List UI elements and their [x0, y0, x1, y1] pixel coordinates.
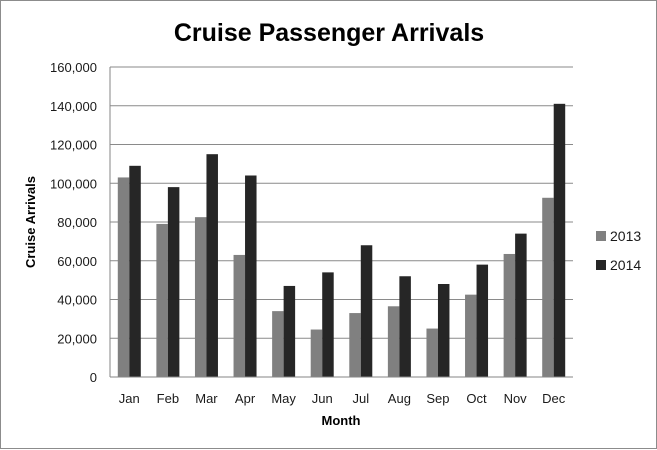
x-tick-label: May [271, 391, 296, 406]
y-tick-label: 40,000 [57, 293, 97, 308]
legend: 2013 2014 [596, 228, 641, 273]
bar-2014-may [283, 285, 296, 377]
bar-2013-oct [465, 294, 477, 377]
x-tick-label: Jul [352, 391, 369, 406]
x-tick-label: Jun [312, 391, 333, 406]
x-tick-label: Mar [195, 391, 218, 406]
bar-2013-jan [117, 177, 130, 377]
y-tick-label: 20,000 [57, 331, 97, 346]
legend-swatch-2014 [596, 260, 606, 270]
bar-2013-dec [542, 197, 554, 377]
bar-2013-feb [156, 223, 168, 377]
bar-2013-may [272, 311, 284, 377]
x-tick-label: Aug [388, 391, 411, 406]
x-tick-label: Dec [542, 391, 566, 406]
bar-2014-jul [360, 245, 373, 377]
y-tick-label: 120,000 [50, 138, 97, 153]
y-tick-label: 60,000 [57, 254, 97, 269]
bar-2014-oct [476, 264, 489, 377]
bar-2014-jun [322, 272, 334, 377]
bars [117, 103, 566, 377]
bar-2013-mar [194, 217, 207, 377]
bar-2014-jan [129, 165, 141, 377]
bar-2014-aug [399, 276, 411, 377]
bar-2013-jul [349, 313, 361, 377]
x-tick-label: Feb [157, 391, 179, 406]
legend-swatch-2013 [596, 231, 606, 241]
bar-2014-apr [245, 175, 257, 377]
y-tick-label: 0 [90, 370, 97, 385]
y-tick-label: 160,000 [50, 60, 97, 75]
y-axis-title: Cruise Arrivals [23, 176, 38, 268]
bar-2014-mar [206, 154, 218, 377]
x-tick-label: Nov [504, 391, 528, 406]
bar-2014-dec [553, 103, 566, 377]
x-axis-title: Month [322, 413, 361, 428]
bar-2014-feb [167, 187, 180, 377]
y-tick-label: 80,000 [57, 215, 97, 230]
chart-title: Cruise Passenger Arrivals [174, 19, 484, 47]
bar-2013-sep [426, 328, 438, 377]
x-tick-labels: Jan Feb Mar Apr May Jun Jul Aug Sep Oct Nov Dec [119, 391, 566, 406]
legend-label-2013: 2013 [610, 228, 641, 244]
x-tick-label: Sep [426, 391, 449, 406]
bar-2013-jun [310, 329, 323, 377]
bar-2013-apr [233, 254, 246, 377]
bar-2013-nov [503, 253, 516, 377]
legend-label-2014: 2014 [610, 257, 641, 273]
gridlines [110, 66, 573, 339]
y-tick-labels: 0 20,000 40,000 60,000 80,000 100,000 120,000 1… [50, 60, 97, 385]
x-tick-label: Jan [119, 391, 140, 406]
y-tick-label: 100,000 [50, 176, 97, 191]
bar-2013-aug [387, 306, 400, 377]
y-tick-label: 140,000 [50, 99, 97, 114]
bar-2014-nov [515, 233, 527, 377]
x-tick-label: Apr [235, 391, 256, 406]
x-tick-label: Oct [466, 391, 487, 406]
bar-2014-sep [437, 284, 450, 377]
